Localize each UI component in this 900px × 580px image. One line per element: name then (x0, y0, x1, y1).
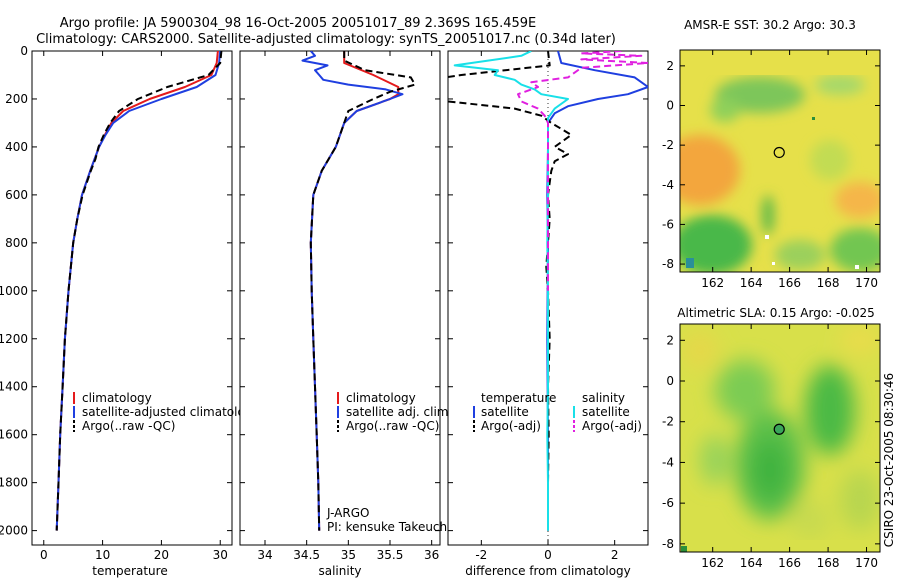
map-y-tick-label: 2 (666, 59, 674, 73)
x-tick-label: 34 (257, 548, 272, 562)
map-y-tick-label: 0 (666, 99, 674, 113)
salinity-panel: 34 34.5 35 35.5 36 salinity climatology sate… (239, 50, 452, 578)
y-tick-label: 400 (5, 140, 28, 154)
temperature-legend: climatology satellite-adjusted climatolo… (73, 391, 260, 433)
temperature-axes-box (31, 50, 233, 546)
map-y-tick-label: -4 (662, 455, 674, 469)
x-tick-label: 36 (424, 548, 439, 562)
difference-panel: -2 0 2 difference from climatology tempera… (447, 50, 649, 578)
map-y-tick-label: -6 (662, 496, 674, 510)
map-x-tick-label: 170 (855, 556, 878, 570)
legend-label-satellite-adjusted: satellite-adjusted climatology (82, 405, 260, 419)
y-tick-label: 1400 (0, 380, 28, 394)
series-line-salinity-satellite (453, 51, 569, 531)
series-line-argo-raw-qc (309, 51, 416, 531)
map-x-tick-label: 170 (855, 276, 878, 290)
map-y-tick-label: -2 (662, 415, 674, 429)
y-tick-label: 2000 (0, 524, 28, 538)
x-tick-label: 35 (341, 548, 356, 562)
legend-label-temp-argo: Argo(-adj) (481, 419, 541, 433)
legend-label-satellite: satellite adj. clim. (346, 405, 452, 419)
map-y-tick-label: -8 (662, 537, 674, 551)
map-x-tick-label: 164 (740, 556, 763, 570)
series-line-temperature-argo-adj (448, 51, 573, 531)
salinity-xlabel: salinity (318, 564, 361, 578)
difference-xlabel: difference from climatology (465, 564, 631, 578)
argo-location-marker (773, 146, 785, 159)
salinity-legend: climatology satellite adj. clim. Argo(..… (337, 391, 452, 433)
y-tick-label: 1200 (0, 332, 28, 346)
legend-label-temp-satellite: satellite (481, 405, 529, 419)
legend-label-climatology: climatology (346, 391, 416, 405)
sst-map-title: AMSR-E SST: 30.2 Argo: 30.3 (684, 18, 856, 32)
sla-map: Altimetric SLA: 0.15 Argo: -0.025 162 164… (662, 306, 881, 570)
map-x-tick-label: 162 (701, 556, 724, 570)
legend-label-sal-satellite: satellite (582, 405, 630, 419)
temperature-panel: 0 10 20 30 0 200 400 600 800 1000 1200 1400 1600 1800… (0, 44, 260, 578)
legend-heading-temperature: temperature (481, 391, 556, 405)
y-tick-label: 800 (5, 236, 28, 250)
map-y-tick-label: -8 (662, 257, 674, 271)
figure-title-line2: Climatology: CARS2000. Satellite-adjuste… (36, 32, 616, 47)
series-line-salinity-argo-adj (517, 51, 648, 291)
salinity-axes-box (239, 50, 441, 546)
x-tick-label: 30 (213, 548, 228, 562)
y-tick-label: 200 (5, 92, 28, 106)
argo-location-marker (773, 423, 785, 435)
x-tick-label: 0 (544, 548, 552, 562)
legend-label-argo: Argo(..raw -QC) (346, 419, 439, 433)
map-x-tick-label: 168 (817, 276, 840, 290)
map-y-tick-label: 0 (666, 374, 674, 388)
legend-label-sal-argo: Argo(-adj) (582, 419, 642, 433)
map-x-tick-label: 164 (740, 276, 763, 290)
map-x-tick-label: 166 (778, 556, 801, 570)
x-tick-label: -2 (475, 548, 487, 562)
y-tick-label: 1600 (0, 428, 28, 442)
legend-heading-salinity: salinity (582, 391, 625, 405)
x-tick-label: 0 (40, 548, 48, 562)
difference-legend: temperature salinity satellite Argo(-adj… (473, 391, 642, 433)
csiro-timestamp: CSIRO 23-Oct-2005 08:30:46 (882, 373, 896, 547)
map-y-tick-label: -6 (662, 217, 674, 231)
series-line-argo-raw-qc (55, 51, 223, 531)
sla-map-title: Altimetric SLA: 0.15 Argo: -0.025 (677, 306, 874, 320)
sla-field (680, 324, 880, 552)
map-y-tick-label: -4 (662, 178, 674, 192)
map-x-tick-label: 166 (778, 276, 801, 290)
map-y-tick-label: 2 (666, 333, 674, 347)
x-tick-label: 10 (95, 548, 110, 562)
map-y-tick-label: -2 (662, 138, 674, 152)
y-tick-label: 1000 (0, 284, 28, 298)
y-tick-label: 600 (5, 188, 28, 202)
salinity-annotation-pi: PI: kensuke Takeuchi (327, 520, 450, 534)
x-tick-label: 34.5 (293, 548, 320, 562)
sla-axes-box (679, 323, 881, 553)
temperature-xlabel: temperature (92, 564, 167, 578)
sst-map: AMSR-E SST: 30.2 Argo: 30.3 162 164 1 (662, 18, 881, 290)
x-tick-label: 2 (611, 548, 619, 562)
x-tick-label: 20 (154, 548, 169, 562)
x-tick-label: 35.5 (377, 548, 404, 562)
y-tick-label: 0 (20, 44, 28, 58)
sst-axes-box (679, 49, 881, 273)
figure-title-line1: Argo profile: JA 5900304_98 16-Oct-2005 … (60, 16, 537, 31)
map-x-tick-label: 162 (701, 276, 724, 290)
legend-label-argo: Argo(..raw -QC) (82, 419, 175, 433)
legend-label-climatology: climatology (82, 391, 152, 405)
map-x-tick-label: 168 (817, 556, 840, 570)
salinity-annotation-program: J-ARGO (326, 506, 369, 520)
y-tick-label: 1800 (0, 476, 28, 490)
sst-field (680, 50, 880, 272)
